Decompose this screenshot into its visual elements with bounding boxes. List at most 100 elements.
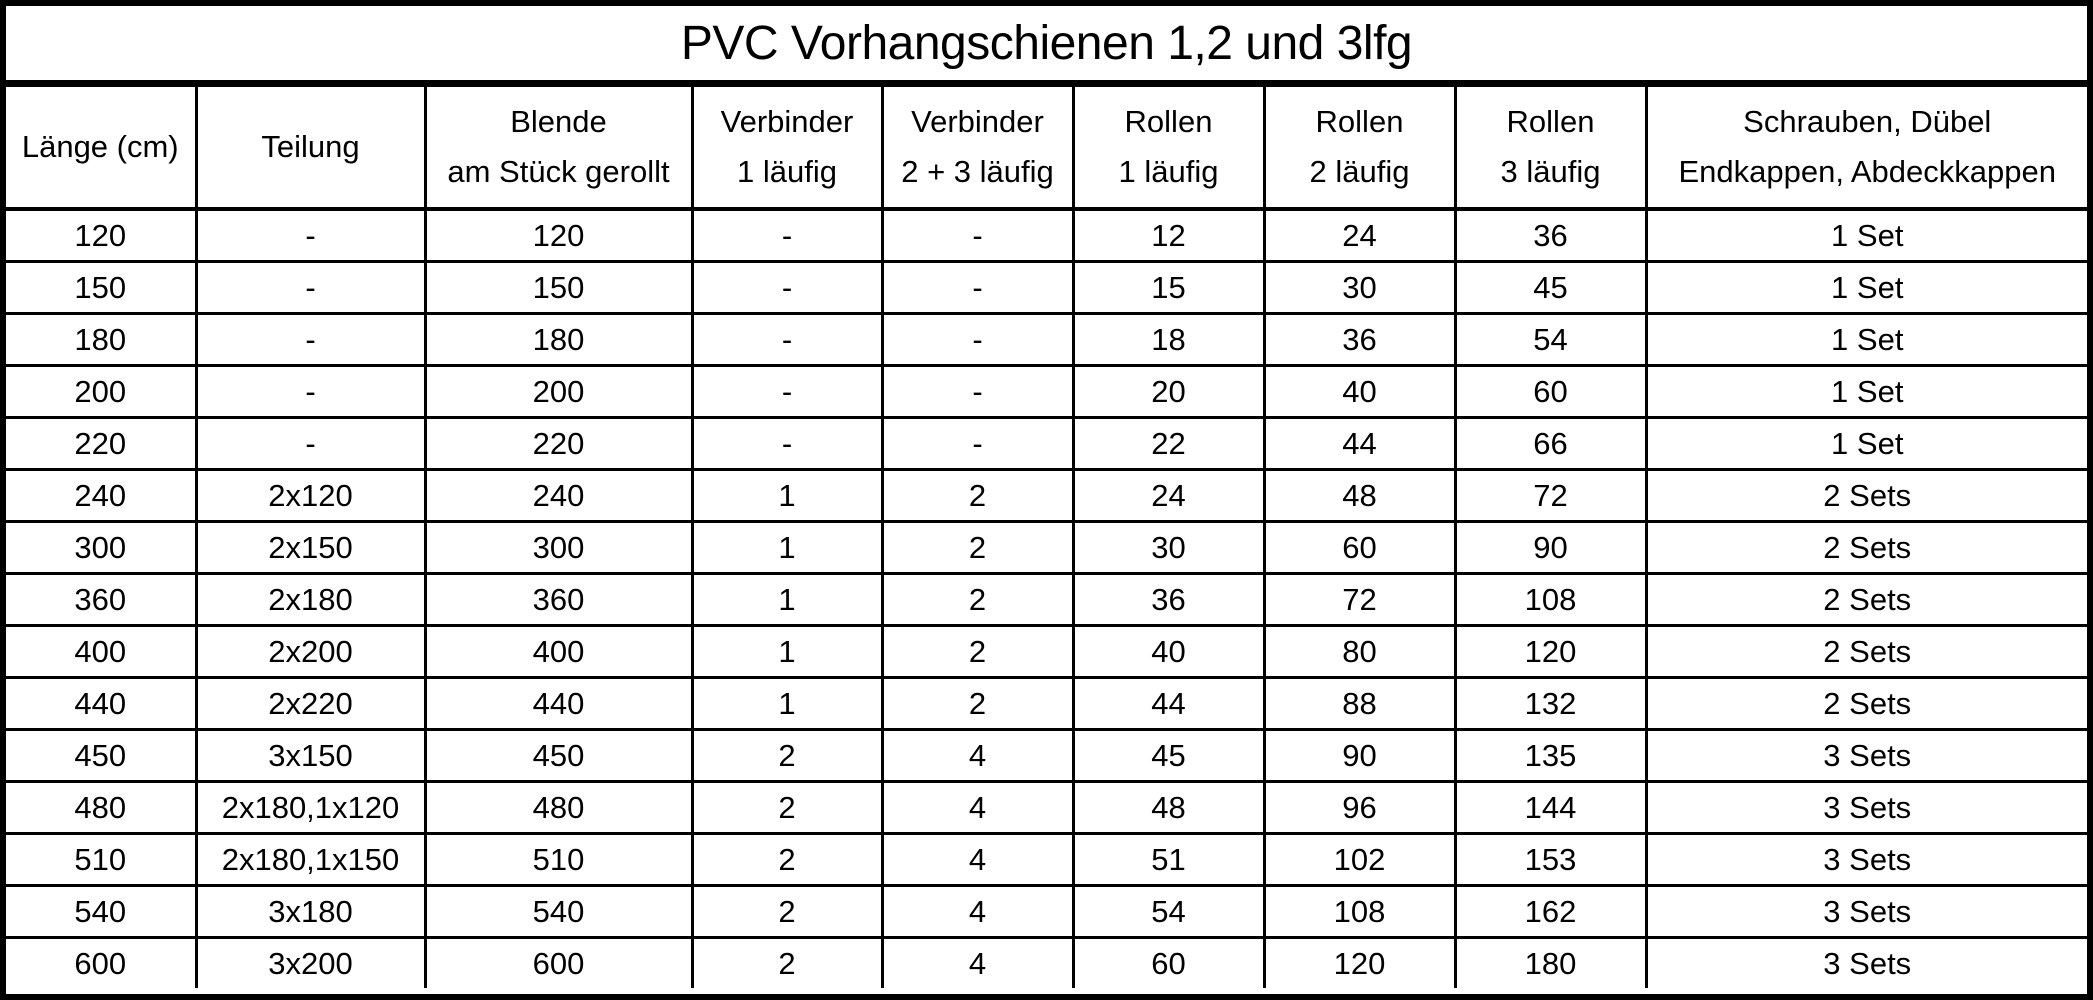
cell-rollen-1: 45 [1071, 728, 1266, 783]
cell-teilung: 2x200 [194, 624, 427, 679]
cell-laenge: 220 [6, 416, 198, 471]
cell-blende: 180 [423, 312, 694, 367]
cell-zubehoer: 1 Set [1644, 260, 2087, 315]
cell-rollen-1: 40 [1071, 624, 1266, 679]
cell-zubehoer: 1 Set [1644, 207, 2087, 263]
cell-teilung: - [194, 416, 427, 471]
cell-verbinder-2-3: - [880, 364, 1075, 419]
cell-verbinder-1: 2 [690, 832, 884, 887]
cell-verbinder-1: 1 [690, 676, 884, 731]
header-line-2: am Stück gerollt [447, 154, 670, 189]
cell-rollen-2: 24 [1262, 207, 1457, 263]
cell-laenge: 120 [6, 207, 198, 263]
cell-blende: 300 [423, 520, 694, 575]
cell-verbinder-2-3: 2 [880, 676, 1075, 731]
cell-laenge: 180 [6, 312, 198, 367]
cell-rollen-3: 120 [1453, 624, 1648, 679]
cell-rollen-2: 80 [1262, 624, 1457, 679]
cell-verbinder-1: - [690, 416, 884, 471]
cell-rollen-1: 22 [1071, 416, 1266, 471]
header-line-2: Endkappen, Abdeckkappen [1678, 154, 2056, 189]
cell-teilung: 3x200 [194, 936, 427, 988]
cell-zubehoer: 3 Sets [1644, 936, 2087, 988]
cell-zubehoer: 3 Sets [1644, 780, 2087, 835]
cell-rollen-3: 144 [1453, 780, 1648, 835]
cell-rollen-3: 66 [1453, 416, 1648, 471]
header-line-1: Schrauben, Dübel [1743, 104, 1992, 139]
table-row: 240 2x120 240 1 2 24 48 72 2 Sets [6, 468, 2087, 523]
table-row: 480 2x180,1x120 480 2 4 48 96 144 3 Sets [6, 780, 2087, 835]
cell-laenge: 510 [6, 832, 198, 887]
cell-rollen-3: 45 [1453, 260, 1648, 315]
header-line-2: 1 läufig [737, 154, 837, 189]
cell-verbinder-2-3: 2 [880, 468, 1075, 523]
cell-zubehoer: 2 Sets [1644, 624, 2087, 679]
header-row: Länge (cm) Teilung Blende am Stück gerollt V… [6, 87, 2087, 211]
header-line-1: Teilung [261, 129, 360, 164]
cell-verbinder-1: 2 [690, 728, 884, 783]
table-row: 450 3x150 450 2 4 45 90 135 3 Sets [6, 728, 2087, 783]
column-header-zubehoer: Schrauben, Dübel Endkappen, Abdeckkappen [1644, 87, 2087, 211]
column-header-teilung: Teilung [194, 87, 427, 211]
cell-rollen-3: 72 [1453, 468, 1648, 523]
cell-rollen-3: 180 [1453, 936, 1648, 988]
cell-laenge: 440 [6, 676, 198, 731]
header-line-2: 2 + 3 läufig [901, 154, 1054, 189]
cell-rollen-2: 72 [1262, 572, 1457, 627]
cell-verbinder-1: 2 [690, 936, 884, 988]
cell-verbinder-2-3: 2 [880, 520, 1075, 575]
cell-rollen-3: 153 [1453, 832, 1648, 887]
cell-verbinder-2-3: 4 [880, 936, 1075, 988]
table-body: 120-120- -12 24 36 1 Set 150-150- -15 30 45 1 Set… [6, 207, 2087, 988]
cell-rollen-2: 108 [1262, 884, 1457, 939]
cell-rollen-2: 60 [1262, 520, 1457, 575]
header-line-1: Rollen [1315, 104, 1404, 139]
cell-verbinder-1: 1 [690, 572, 884, 627]
header-line-1: Verbinder [911, 104, 1044, 139]
cell-verbinder-1: - [690, 312, 884, 367]
table-row: 220-220- -22 44 66 1 Set [6, 416, 2087, 471]
header-line-2: 1 läufig [1118, 154, 1219, 189]
cell-rollen-3: 36 [1453, 207, 1648, 263]
cell-zubehoer: 2 Sets [1644, 520, 2087, 575]
cell-verbinder-1: 1 [690, 520, 884, 575]
cell-rollen-1: 30 [1071, 520, 1266, 575]
cell-laenge: 360 [6, 572, 198, 627]
table-row: 300 2x150 300 1 2 30 60 90 2 Sets [6, 520, 2087, 575]
header-line-1: Rollen [1124, 104, 1213, 139]
cell-rollen-2: 40 [1262, 364, 1457, 419]
parts-table: Länge (cm) Teilung Blende am Stück gerollt V… [6, 87, 2087, 988]
cell-laenge: 200 [6, 364, 198, 419]
cell-rollen-1: 18 [1071, 312, 1266, 367]
cell-verbinder-2-3: - [880, 260, 1075, 315]
cell-teilung: 2x180,1x120 [194, 780, 427, 835]
table-row: 120-120- -12 24 36 1 Set [6, 207, 2087, 263]
cell-rollen-3: 162 [1453, 884, 1648, 939]
cell-verbinder-2-3: - [880, 207, 1075, 263]
cell-blende: 450 [423, 728, 694, 783]
cell-blende: 400 [423, 624, 694, 679]
table-title: PVC Vorhangschienen 1,2 und 3lfg [6, 6, 2087, 87]
cell-verbinder-2-3: - [880, 312, 1075, 367]
cell-rollen-1: 20 [1071, 364, 1266, 419]
cell-verbinder-2-3: - [880, 416, 1075, 471]
cell-teilung: 3x150 [194, 728, 427, 783]
cell-rollen-1: 60 [1071, 936, 1266, 988]
cell-verbinder-1: - [690, 260, 884, 315]
cell-zubehoer: 3 Sets [1644, 884, 2087, 939]
cell-teilung: - [194, 364, 427, 419]
cell-teilung: 2x180,1x150 [194, 832, 427, 887]
cell-rollen-1: 44 [1071, 676, 1266, 731]
cell-teilung: 3x180 [194, 884, 427, 939]
cell-rollen-2: 102 [1262, 832, 1457, 887]
cell-zubehoer: 1 Set [1644, 312, 2087, 367]
cell-zubehoer: 2 Sets [1644, 468, 2087, 523]
cell-teilung: - [194, 312, 427, 367]
cell-blende: 480 [423, 780, 694, 835]
cell-verbinder-2-3: 2 [880, 624, 1075, 679]
cell-rollen-2: 88 [1262, 676, 1457, 731]
cell-rollen-3: 132 [1453, 676, 1648, 731]
cell-blende: 600 [423, 936, 694, 988]
column-header-rollen-1: Rollen 1 läufig [1071, 87, 1266, 211]
